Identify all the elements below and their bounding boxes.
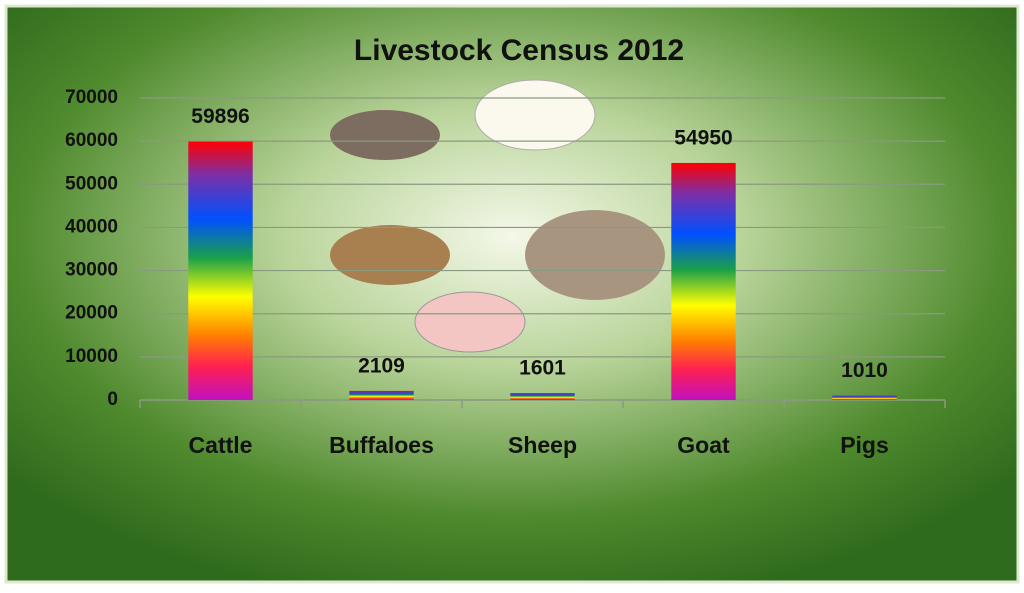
x-tick-label: Cattle bbox=[189, 432, 253, 458]
y-tick-label: 40000 bbox=[65, 216, 118, 237]
data-label: 59896 bbox=[191, 105, 249, 128]
chart-title: Livestock Census 2012 bbox=[354, 34, 684, 67]
y-tick-label: 20000 bbox=[65, 303, 118, 324]
y-tick-label: 0 bbox=[107, 389, 118, 410]
y-tick-label: 30000 bbox=[65, 260, 118, 281]
bar bbox=[832, 395, 897, 400]
bar bbox=[510, 393, 575, 400]
bar bbox=[671, 162, 736, 400]
data-label: 1010 bbox=[841, 359, 888, 382]
x-tick-label: Buffaloes bbox=[329, 432, 434, 458]
bar bbox=[349, 390, 414, 400]
data-label: 1601 bbox=[519, 357, 566, 380]
y-tick-label: 10000 bbox=[65, 346, 118, 367]
animal-clipart bbox=[330, 79, 665, 353]
x-tick-label: Goat bbox=[677, 432, 730, 458]
x-tick-label: Sheep bbox=[508, 432, 577, 458]
y-tick-label: 70000 bbox=[65, 87, 118, 108]
y-tick-label: 60000 bbox=[65, 130, 118, 151]
bar bbox=[188, 141, 253, 400]
y-tick-label: 50000 bbox=[65, 173, 118, 194]
x-tick-label: Pigs bbox=[840, 432, 889, 458]
data-label: 2109 bbox=[358, 354, 405, 377]
data-label: 54950 bbox=[674, 126, 732, 149]
